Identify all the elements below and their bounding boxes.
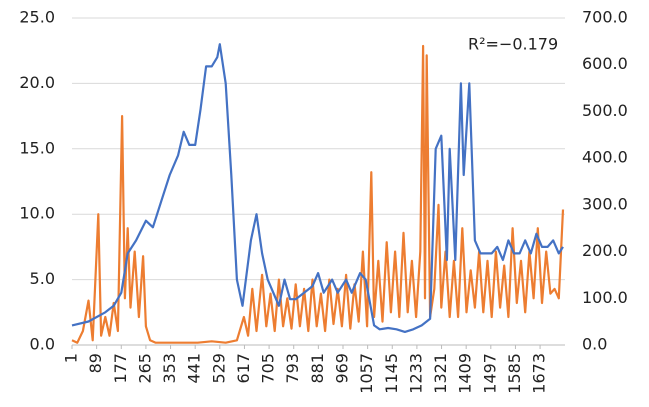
y-tick-label: 15.0	[19, 138, 55, 157]
y2-tick-label: 300.0	[582, 194, 628, 213]
x-tick-label: 1145	[382, 353, 401, 394]
x-tick-label: 793	[283, 353, 302, 384]
y2-tick-label: 200.0	[582, 241, 628, 260]
x-tick-label: 529	[209, 353, 228, 384]
y2-tick-label: 500.0	[582, 101, 628, 120]
x-tick-label: 89	[86, 353, 105, 373]
y-tick-label: 10.0	[19, 204, 55, 223]
x-tick-label: 265	[135, 353, 154, 384]
x-tick-label: 1409	[456, 353, 475, 394]
x-tick-label: 705	[259, 353, 278, 384]
series-line	[71, 44, 565, 344]
x-tick-label: 969	[332, 353, 351, 384]
y-tick-label: 25.0	[19, 8, 55, 27]
x-tick-label: 881	[308, 353, 327, 384]
x-tick-label: 617	[234, 353, 253, 384]
series-line	[71, 43, 564, 333]
x-tick-label: 177	[111, 353, 130, 384]
y2-tick-label: 700.0	[582, 8, 628, 27]
y2-tick-label: 600.0	[582, 54, 628, 73]
x-tick-label: 441	[185, 353, 204, 384]
y-tick-label: 5.0	[30, 269, 55, 288]
y-tick-label: 0.0	[30, 335, 55, 354]
x-tick-label: 1673	[530, 353, 549, 394]
x-tick-label: 1497	[480, 353, 499, 394]
annotation: R²=−0.179	[468, 35, 558, 54]
x-tick-label: 1321	[431, 353, 450, 394]
x-tick-label: 1	[62, 353, 81, 363]
y2-tick-label: 400.0	[582, 148, 628, 167]
x-tick-label: 1585	[505, 353, 524, 394]
y2-tick-label: 100.0	[582, 288, 628, 307]
y-tick-label: 20.0	[19, 73, 55, 92]
x-tick-label: 1057	[357, 353, 376, 394]
x-tick-label: 353	[160, 353, 179, 384]
x-tick-label: 1233	[406, 353, 425, 394]
y2-tick-label: 0.0	[582, 335, 607, 354]
